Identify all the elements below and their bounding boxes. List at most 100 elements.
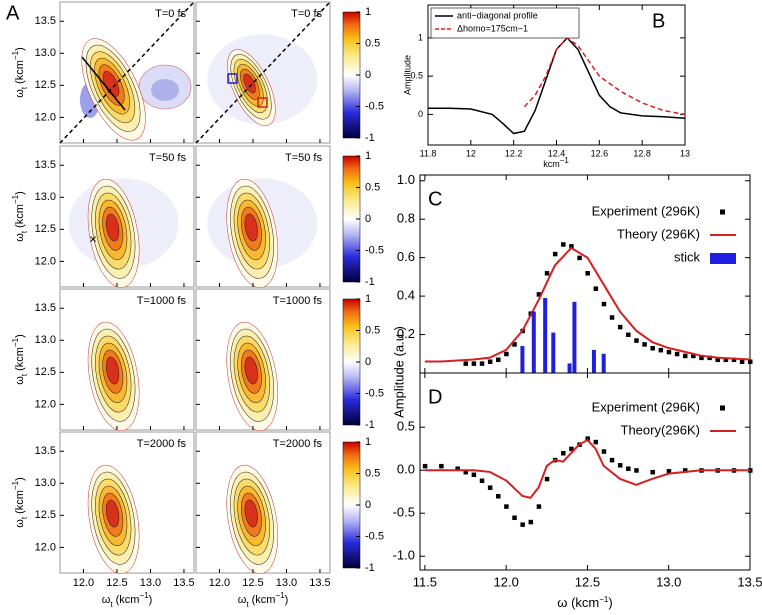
colorbar-tick-label: 0.5: [365, 181, 380, 193]
data-point: [601, 449, 607, 454]
y-tick-label: 0.8: [397, 211, 415, 226]
series-line: [428, 36, 686, 135]
x-tick-label: 11.8: [420, 148, 437, 158]
x-tick-label: 13.0: [140, 577, 161, 589]
data-point: [691, 353, 696, 359]
panel-title: T=2000 fs: [273, 438, 323, 450]
axis-label-part: −1: [11, 194, 20, 204]
stick-bar: [567, 363, 572, 373]
axis-label: Amplitude (a.u.): [391, 326, 406, 418]
series-line: [424, 246, 751, 363]
data-point: [569, 244, 574, 249]
y-tick-label: 0.5: [410, 71, 423, 81]
data-point: [585, 436, 590, 441]
data-point: [561, 242, 566, 247]
data-point: [487, 359, 493, 364]
negative-lobe: [151, 79, 179, 101]
y-tick-label: 12.5: [35, 366, 56, 378]
legend-label: stick: [674, 249, 701, 264]
axis-label: Amplitude: [402, 55, 412, 95]
data-point: [479, 361, 485, 366]
y-tick-label: 13.0: [35, 477, 56, 489]
y-tick-label: 13.5: [35, 15, 56, 27]
x-tick-label: 12.5: [106, 577, 127, 589]
data-point: [487, 485, 493, 490]
axis-label-part: ω: [557, 595, 567, 610]
x-tick-label: 12: [466, 148, 476, 158]
colorbar-tick-label: 0.5: [365, 467, 380, 479]
y-tick-label: 12.0: [35, 398, 56, 410]
axis-label-part: t: [110, 600, 113, 609]
x-tick-label: 12.5: [242, 577, 263, 589]
data-point: [748, 468, 753, 473]
data-point: [739, 359, 745, 364]
panel-title: T=2000 fs: [137, 438, 187, 450]
colorbar-tick-label: 1: [365, 293, 371, 305]
stick-bar: [531, 311, 536, 373]
axis-label-part: ω: [14, 89, 26, 98]
colorbar-tick-label: 0: [365, 213, 371, 225]
data-point: [479, 478, 485, 484]
x-tick-label: 12.2: [505, 148, 523, 158]
colorbar-tick-label: -0.5: [365, 530, 384, 542]
axis-label-part: −1: [139, 591, 149, 600]
data-point: [674, 351, 680, 357]
data-point: [723, 357, 729, 363]
panel-label: C: [428, 188, 442, 210]
series-line: [424, 438, 750, 499]
axis-label-part: t: [246, 600, 249, 609]
x-tick-label: 11.5: [413, 574, 437, 589]
data-point: [504, 351, 509, 357]
x-tick-label: 12.6: [591, 148, 609, 158]
stick-bar: [520, 346, 525, 373]
axis-label: ωt (kcm−1): [102, 591, 153, 609]
cross-marker: ×: [89, 231, 97, 246]
x-tick-label: 13.5: [737, 574, 762, 589]
axis-label-part: ): [608, 595, 612, 610]
data-point: [617, 324, 623, 330]
axis-label-part: ): [14, 191, 26, 195]
data-point: [609, 457, 615, 463]
panel-label: B: [652, 10, 665, 32]
colorbar-tick-label: -1: [365, 132, 375, 144]
axis-label-part: ): [149, 594, 153, 606]
y-tick-label: 13.0: [35, 191, 56, 203]
y-tick-label: 12.5: [35, 223, 56, 235]
axis-label-part: ω: [102, 594, 111, 606]
data-point: [715, 357, 720, 363]
colorbar-tick-label: 0.5: [365, 324, 380, 336]
x-tick-label: 13.0: [276, 577, 297, 589]
data-point: [650, 346, 655, 351]
data-point: [650, 469, 655, 475]
colorbar-tick-label: -0.5: [365, 387, 384, 399]
y-tick-label: 12.0: [35, 541, 56, 553]
y-tick-label: 0.4: [397, 288, 415, 303]
axis-label-part: −1: [11, 50, 20, 60]
data-point: [593, 439, 599, 445]
y-tick-label: 12.5: [35, 509, 56, 521]
axis-label-part: t: [20, 373, 29, 376]
contour-level: [244, 213, 258, 242]
data-point: [634, 468, 639, 473]
data-point: [748, 359, 753, 364]
colorbar-tick-label: 0.5: [365, 37, 380, 49]
contour-level: [244, 356, 258, 385]
data-point: [520, 522, 525, 527]
panel-title: T=50 fs: [149, 152, 186, 164]
axis-label-part: t: [20, 86, 29, 89]
data-point: [626, 332, 631, 338]
axis-label: kcm−1: [543, 156, 569, 170]
axis-label-part: −1: [599, 595, 609, 604]
axis-label-part: (kcm: [14, 60, 26, 87]
legend-label: Δhomo=175cm−1: [457, 23, 528, 33]
axis-label-part: (kcm: [567, 595, 599, 610]
legend-swatch: [720, 405, 725, 411]
y-tick-label: 12.5: [35, 79, 56, 91]
contour-level: [105, 213, 120, 242]
stick-bar: [551, 332, 556, 373]
plot-frame: [419, 174, 751, 374]
data-point: [439, 463, 444, 469]
y-tick-label: 0.2: [397, 326, 415, 341]
axis-label: ωt (kcm−1): [11, 47, 29, 98]
